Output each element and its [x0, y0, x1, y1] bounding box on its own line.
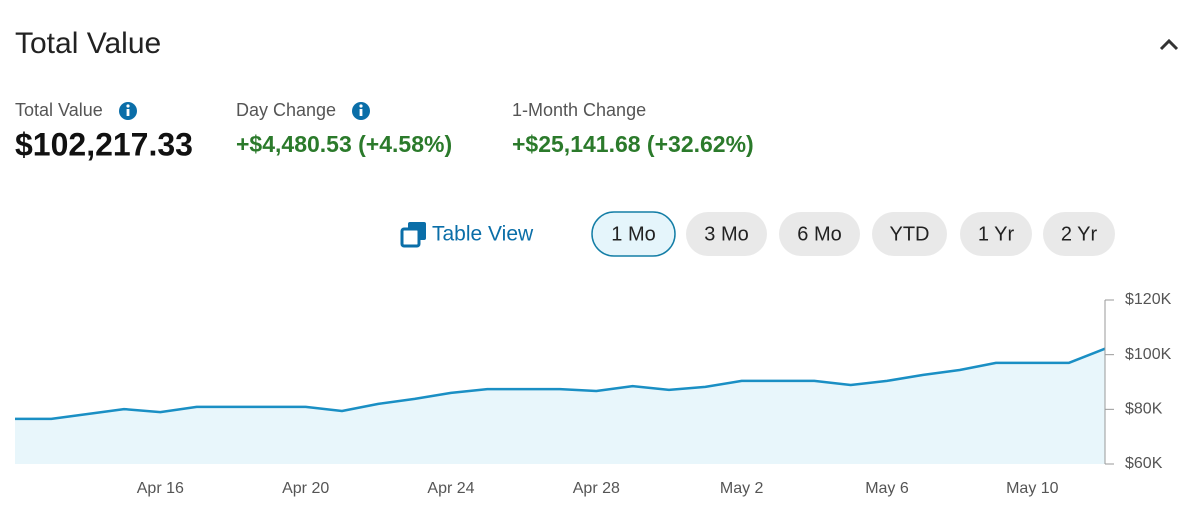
x-tick-label: May 10: [1006, 480, 1059, 497]
range-button[interactable]: 3 Mo: [686, 212, 767, 256]
button-bg[interactable]: [960, 212, 1032, 256]
y-tick-label: $120K: [1125, 291, 1172, 308]
range-button[interactable]: 1 Mo: [591, 211, 676, 257]
stat-label: 1-Month Change: [512, 100, 646, 120]
y-tick-label: $60K: [1125, 455, 1163, 472]
table-view-link[interactable]: Table View: [400, 222, 534, 248]
x-tick-label: Apr 16: [137, 480, 184, 497]
range-button[interactable]: 1 Yr: [960, 212, 1032, 256]
stat-value: +$4,480.53 (+4.58%): [236, 131, 452, 157]
range-button[interactable]: YTD: [872, 212, 947, 256]
button-bg[interactable]: [591, 211, 676, 257]
button-bg[interactable]: [686, 212, 767, 256]
range-button[interactable]: 6 Mo: [779, 212, 860, 256]
link-text[interactable]: Table View: [432, 223, 534, 246]
stat-label: Total Value: [15, 100, 103, 120]
button-label[interactable]: 6 Mo: [797, 223, 841, 245]
info-icon[interactable]: [119, 102, 137, 120]
collapse-button[interactable]: [1159, 38, 1179, 51]
button-label[interactable]: 2 Yr: [1061, 223, 1098, 245]
stat-value: $102,217.33: [15, 126, 193, 162]
y-tick-label: $100K: [1125, 346, 1172, 363]
x-tick-label: Apr 24: [427, 480, 474, 497]
x-tick-label: May 6: [865, 480, 909, 497]
button-bg[interactable]: [779, 212, 860, 256]
stat-value: +$25,141.68 (+32.62%): [512, 131, 754, 157]
info-icon[interactable]: [352, 102, 370, 120]
area-fill: [15, 348, 1105, 464]
button-label[interactable]: 1 Mo: [611, 223, 655, 245]
button-label[interactable]: 1 Yr: [978, 223, 1015, 245]
x-tick-label: May 2: [720, 480, 764, 497]
value-line: [15, 347, 1106, 421]
x-tick-label: Apr 20: [282, 480, 329, 497]
x-tick-label: Apr 28: [573, 480, 620, 497]
range-button[interactable]: 2 Yr: [1043, 212, 1115, 256]
button-bg[interactable]: [872, 212, 947, 256]
page-title: Total Value: [15, 27, 161, 60]
y-tick-label: $80K: [1125, 401, 1163, 418]
stat-label: Day Change: [236, 100, 336, 120]
button-bg[interactable]: [1043, 212, 1115, 256]
button-label[interactable]: YTD: [890, 223, 930, 245]
button-label[interactable]: 3 Mo: [704, 223, 748, 245]
